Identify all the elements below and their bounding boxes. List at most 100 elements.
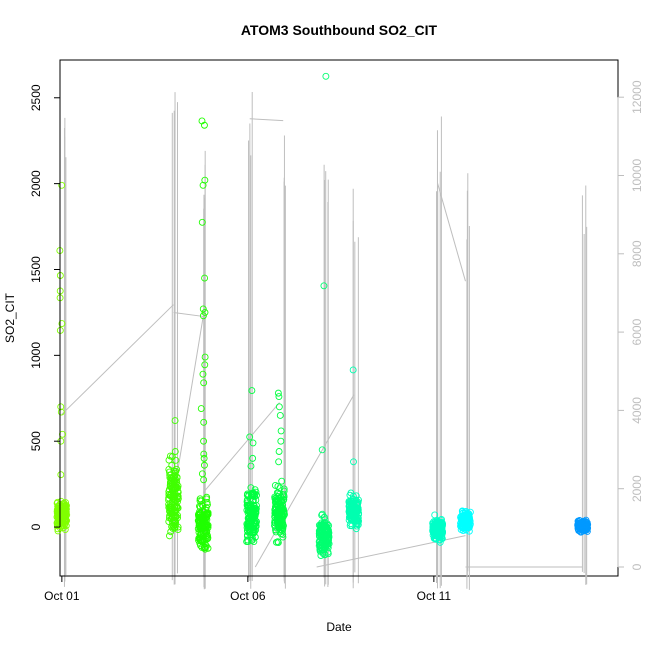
data-point	[200, 521, 207, 529]
data-point	[165, 490, 173, 498]
data-point	[430, 522, 438, 530]
y-left-tick-label: 2000	[29, 170, 43, 197]
y-left-tick-label: 2500	[29, 84, 43, 111]
y-right-tick-label: 10000	[630, 158, 644, 192]
data-point	[202, 495, 210, 503]
data-point	[251, 513, 259, 521]
y-axis-right: 0 2000 4000 6000 8000 10000 12000	[617, 80, 644, 570]
data-point	[60, 500, 68, 508]
data-point	[171, 448, 179, 455]
data-point	[168, 509, 176, 517]
data-point	[58, 320, 66, 328]
data-point	[57, 471, 65, 479]
y-left-tick-label: 500	[29, 431, 43, 451]
data-point	[462, 507, 470, 515]
data-point	[316, 541, 324, 549]
data-point	[199, 525, 207, 533]
data-point	[274, 539, 282, 546]
scatter-points	[53, 72, 592, 559]
data-point	[167, 484, 175, 492]
data-point	[317, 526, 325, 533]
data-point	[172, 476, 180, 484]
data-point	[321, 535, 329, 543]
data-point	[278, 524, 286, 532]
data-point	[61, 526, 69, 533]
data-point	[200, 121, 208, 129]
data-point	[436, 531, 444, 538]
data-point	[272, 500, 280, 508]
data-point	[249, 529, 256, 537]
data-point	[201, 308, 209, 316]
data-point	[194, 517, 202, 525]
data-point	[346, 506, 354, 514]
data-point	[276, 484, 284, 492]
data-point	[436, 524, 444, 532]
data-point	[249, 439, 257, 447]
data-point	[200, 437, 208, 445]
y-left-tick-label: 1500	[29, 256, 43, 283]
data-point	[200, 461, 208, 469]
data-point	[353, 520, 361, 528]
data-point	[57, 408, 65, 416]
data-point	[280, 508, 288, 515]
data-point	[200, 379, 208, 387]
data-point	[432, 529, 439, 537]
data-point	[274, 520, 282, 527]
data-point	[173, 465, 181, 473]
data-point	[246, 503, 254, 511]
data-point	[322, 543, 330, 551]
data-point	[200, 454, 208, 462]
x-axis-label: Date	[326, 620, 352, 634]
data-point	[277, 427, 285, 435]
data-point	[431, 511, 439, 519]
data-point	[459, 527, 467, 535]
data-point	[59, 430, 66, 438]
data-point	[201, 353, 209, 361]
data-point	[196, 502, 203, 510]
data-point	[165, 500, 173, 508]
data-point	[324, 530, 332, 538]
y-right-tick-label: 12000	[630, 80, 644, 114]
data-point	[203, 527, 211, 535]
y-right-tick-label: 2000	[630, 475, 644, 502]
data-point	[249, 454, 257, 462]
data-point	[167, 490, 175, 498]
data-point	[317, 521, 325, 529]
data-point	[199, 305, 207, 313]
data-point	[250, 538, 258, 546]
data-point	[272, 496, 280, 504]
data-point	[278, 477, 286, 485]
data-point	[274, 538, 282, 546]
data-point	[197, 405, 205, 413]
data-point	[168, 461, 176, 469]
data-point	[199, 502, 207, 510]
trace-connector	[61, 304, 174, 415]
data-point	[198, 218, 206, 226]
data-point	[345, 506, 353, 514]
data-point	[435, 522, 443, 530]
data-point	[167, 504, 174, 512]
data-point	[248, 491, 256, 499]
data-point	[277, 437, 285, 445]
data-point	[316, 537, 324, 545]
data-point	[248, 387, 256, 394]
data-point	[272, 526, 280, 534]
data-point	[174, 492, 182, 500]
data-point	[200, 418, 208, 426]
y-left-tick-label: 1000	[29, 342, 43, 369]
x-tick-label: Oct 01	[44, 589, 80, 603]
y-right-tick-label: 6000	[630, 318, 644, 345]
trace-connector	[254, 394, 355, 568]
data-point	[54, 505, 62, 513]
data-point	[318, 446, 326, 454]
x-axis: Oct 01 Oct 06 Oct 11	[44, 575, 451, 603]
data-point	[170, 524, 178, 532]
data-point	[61, 517, 69, 525]
data-point	[200, 450, 208, 458]
data-point	[346, 522, 354, 530]
data-point	[170, 513, 178, 521]
data-point	[172, 456, 180, 464]
y-axis-left: 0 500 1000 1500 2000 2500	[29, 84, 61, 530]
data-point	[166, 532, 173, 540]
